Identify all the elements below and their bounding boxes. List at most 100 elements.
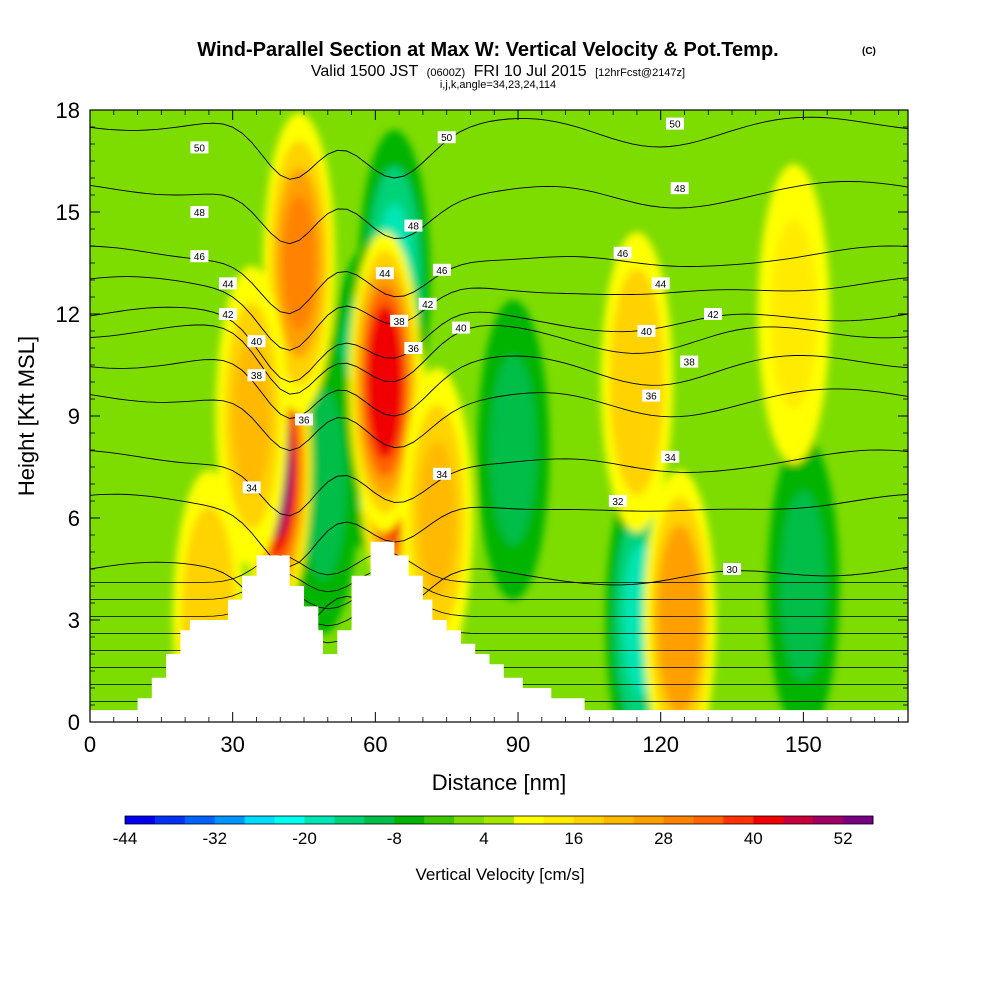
- colorbar-swatch: [843, 816, 874, 824]
- colorbar-label: -44: [113, 829, 138, 848]
- contour-label-box: [661, 450, 680, 463]
- grid-indices: i,j,k,angle=34,23,24,114: [440, 79, 556, 91]
- contour-label: 44: [218, 277, 237, 290]
- contour-label-text: 42: [222, 310, 234, 321]
- contour-label-box: [704, 308, 723, 320]
- contour-label-box: [218, 308, 237, 320]
- theta-contour-48: [90, 181, 908, 245]
- contour-label: 50: [665, 117, 684, 131]
- y-tick-label: 6: [68, 506, 80, 531]
- contour-label-text: 38: [684, 358, 696, 369]
- contour-label: 34: [432, 467, 451, 481]
- updraft-core-9: [618, 305, 656, 459]
- colorbar-swatch: [334, 816, 365, 824]
- contour-label-box: [190, 250, 209, 263]
- colorbar-swatch: [513, 816, 545, 824]
- contour-label-text: 40: [641, 327, 653, 338]
- contour-label-text: 46: [194, 252, 206, 263]
- colorbar-swatch: [783, 816, 814, 824]
- colorbar-swatch: [454, 816, 485, 824]
- valid-time: Valid 1500 JST: [311, 63, 419, 80]
- contour-label-text: 44: [379, 269, 391, 280]
- contour-label-text: 44: [655, 279, 667, 290]
- contour-label: 34: [661, 450, 680, 464]
- y-axis-title: Height [Kft MSL]: [14, 336, 39, 496]
- plot-area: 30 32 34 36 38 40 42 44 46 48 50 50 48 46 44 42 40 38 36 34…: [90, 110, 908, 722]
- colorbar-swatch: [304, 816, 335, 824]
- contour-label-text: 40: [455, 324, 467, 335]
- colorbar-swatch: [274, 816, 306, 824]
- theta-contour-46: [90, 245, 908, 315]
- colorbar-label: -32: [202, 829, 227, 848]
- contour-label-text: 32: [612, 497, 624, 508]
- contour-label-box: [437, 131, 456, 144]
- colorbar-swatch: [244, 816, 276, 824]
- colorbar-swatch: [214, 816, 246, 824]
- contour-label-box: [190, 141, 209, 154]
- contour-label: 38: [680, 355, 699, 369]
- colorbar-swatch: [394, 816, 425, 824]
- contour-label-box: [451, 321, 470, 334]
- colorbar-swatch: [364, 816, 395, 824]
- theta-contour-38: [90, 355, 908, 419]
- x-tick-label: 120: [642, 732, 679, 757]
- contour-label-box: [608, 495, 627, 507]
- theta-contour-36: [90, 388, 908, 451]
- contour-label: 40: [451, 321, 470, 335]
- theta-contour-34: [90, 449, 908, 517]
- y-tick-label: 12: [56, 302, 80, 327]
- colorbar-swatch: [693, 816, 724, 824]
- colorbar-swatch: [154, 816, 186, 824]
- contour-label-box: [247, 335, 266, 348]
- contour-label: 44: [651, 277, 670, 290]
- colorbar-swatch: [125, 816, 156, 824]
- colorbar-label: 52: [834, 829, 853, 848]
- contour-label: 46: [432, 263, 451, 277]
- y-tick-label: 9: [68, 404, 80, 429]
- contour-label-box: [432, 467, 451, 480]
- contour-label: 38: [390, 314, 409, 328]
- contour-label-box: [642, 389, 661, 402]
- contour-label-text: 38: [251, 371, 263, 382]
- chart-subtitle: Valid 1500 JST (0600Z) FRI 10 Jul 2015 […: [311, 63, 685, 80]
- contour-label: 38: [247, 369, 266, 382]
- downdraft-core-5: [780, 491, 827, 681]
- contour-label-box: [432, 263, 451, 276]
- contour-labels: 30 32 34 36 38 40 42 44 46 48 50 50 48 46 44 42 40 38 36 34…: [190, 117, 742, 576]
- updraft-core-2: [370, 323, 400, 441]
- colorbar-label: 4: [479, 829, 488, 848]
- x-tick-label: 90: [506, 732, 530, 757]
- y-tick-label: 18: [56, 98, 80, 123]
- contour-label: 50: [190, 141, 209, 154]
- colorbar-frame: [124, 815, 874, 825]
- contour-label-box: [295, 413, 314, 426]
- theta-contour-40: [90, 324, 908, 395]
- colorbar: [124, 815, 874, 825]
- contour-label-text: 48: [674, 184, 686, 195]
- terrain: [90, 541, 908, 722]
- contour-label: 36: [642, 389, 661, 403]
- contour-label-box: [218, 277, 237, 290]
- contour-label-text: 36: [408, 344, 420, 355]
- x-tick-label: 0: [84, 732, 96, 757]
- contour-label-box: [670, 182, 689, 195]
- updraft-core-8: [770, 219, 817, 409]
- contour-label: 32: [608, 495, 627, 508]
- contour-label: 46: [613, 246, 632, 260]
- colorbar-swatch: [723, 816, 754, 824]
- contour-label-text: 50: [194, 143, 206, 154]
- contour-label-text: 34: [665, 453, 677, 464]
- colorbar-swatch: [484, 816, 515, 824]
- colorbar-title: Vertical Velocity [cm/s]: [415, 865, 584, 884]
- theta-contour-44: [90, 276, 908, 351]
- contour-label-box: [247, 369, 266, 382]
- contour-label-box: [404, 342, 423, 354]
- contour-label: 48: [190, 206, 209, 219]
- colorbar-swatch: [633, 816, 665, 824]
- colorbar-label: 28: [654, 829, 673, 848]
- contour-label: 36: [295, 413, 314, 426]
- contour-label-box: [613, 246, 632, 259]
- updraft-core-5: [418, 441, 456, 595]
- velocity-field: [172, 113, 840, 722]
